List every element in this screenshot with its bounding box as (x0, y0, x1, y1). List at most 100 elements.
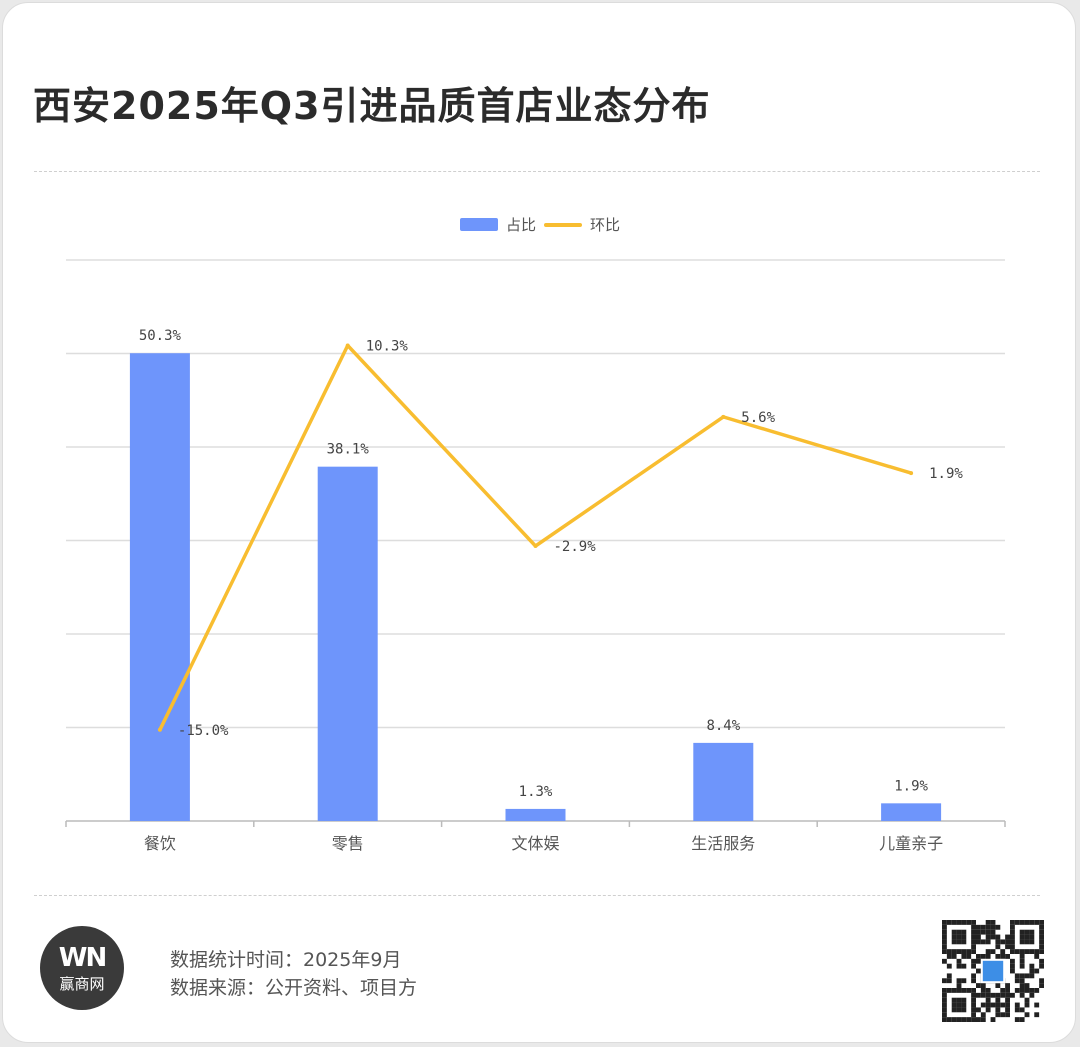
bar-零售 (317, 466, 378, 821)
qr-module (956, 963, 962, 969)
legend-item-line: 环比 (544, 214, 620, 235)
qr-module (971, 1017, 976, 1022)
bar-value-label: 1.9% (894, 778, 928, 794)
qr-module (980, 1017, 986, 1022)
qr-module (1014, 978, 1020, 984)
qr-module (1034, 968, 1040, 974)
qr-module (961, 929, 967, 935)
qr-module (1034, 1012, 1040, 1018)
qr-module (971, 949, 976, 954)
qr-module (1000, 954, 1006, 959)
qr-module (976, 934, 981, 940)
qr-module (1010, 958, 1015, 964)
qr-module (1029, 949, 1035, 954)
qr-module (985, 939, 991, 945)
bar-生活服务 (693, 742, 754, 821)
chart-legend: 占比 环比 (0, 214, 1080, 235)
qr-module (961, 954, 967, 959)
line-point (157, 727, 162, 732)
qr-module (956, 939, 962, 945)
qr-module (971, 988, 976, 993)
qr-module (951, 1002, 957, 1008)
qr-module (976, 1007, 981, 1013)
bar-儿童亲子 (881, 803, 942, 821)
qr-module (951, 949, 957, 954)
qr-module (961, 1017, 967, 1022)
qr-module (980, 992, 986, 998)
stat-time: 数据统计时间：2025年9月 (170, 949, 402, 971)
qr-module (985, 934, 991, 940)
line-point (721, 414, 726, 419)
qr-module (985, 1007, 991, 1013)
qr-module (1019, 949, 1025, 954)
qr-module (995, 944, 1001, 950)
qr-module (1005, 988, 1010, 993)
qr-module (1029, 992, 1035, 998)
qr-module (946, 963, 952, 969)
qr-module (985, 924, 991, 930)
data-source: 数据来源：公开资料、项目方 (170, 977, 418, 999)
qr-module (1039, 924, 1044, 930)
qr-module (966, 920, 972, 925)
qr-module (1014, 988, 1020, 993)
qr-module (951, 988, 957, 993)
qr-module (942, 1017, 947, 1022)
qr-module (1010, 992, 1015, 998)
category-label: 文体娱 (511, 834, 559, 853)
qr-module (1010, 968, 1015, 974)
qr-module (1005, 992, 1010, 998)
qr-module (942, 1002, 947, 1008)
bar-文体娱 (505, 808, 566, 821)
legend-item-bar: 占比 (459, 214, 536, 235)
qr-module (971, 1002, 976, 1008)
qr-module (956, 929, 962, 935)
qr-module (956, 983, 962, 988)
qr-module (942, 929, 947, 935)
qr-module (980, 924, 986, 930)
qr-module (1024, 934, 1030, 940)
qr-module (990, 949, 996, 954)
qr-module (976, 924, 981, 930)
qr-module (985, 988, 991, 993)
qr-module (1024, 949, 1030, 954)
qr-module (971, 929, 976, 935)
qr-module (980, 929, 986, 935)
qr-module (971, 992, 976, 998)
footer-notes: 数据统计时间：2025年9月 数据来源：公开资料、项目方 (170, 946, 417, 1002)
line-value-label: 5.6% (741, 410, 775, 426)
qr-module (985, 997, 991, 1003)
qr-module (1039, 963, 1044, 969)
logo-name: 赢商网 (59, 974, 105, 993)
bar-value-label: 1.3% (519, 784, 553, 800)
qr-module (1010, 944, 1015, 950)
qr-module (976, 939, 981, 945)
qr-module (1029, 968, 1035, 974)
qr-module (1005, 944, 1010, 950)
qr-module (1029, 934, 1035, 940)
qr-module (1029, 988, 1035, 993)
qr-module (1014, 920, 1020, 925)
qr-module (971, 1012, 976, 1018)
qr-code-icon (942, 920, 1044, 1022)
line-point (345, 343, 350, 348)
qr-module (1019, 929, 1025, 935)
qr-module (951, 997, 957, 1003)
qr-module (951, 954, 957, 959)
qr-module (1000, 1002, 1006, 1008)
qr-module (1034, 988, 1040, 993)
qr-module (942, 992, 947, 998)
category-label: 零售 (332, 834, 364, 853)
qr-module (971, 958, 976, 964)
qr-module (980, 983, 986, 988)
qr-module (961, 997, 967, 1003)
qr-module (1024, 997, 1030, 1003)
qr-module (1029, 929, 1035, 935)
qr-module (942, 997, 947, 1003)
qr-module (976, 983, 981, 988)
qr-module (1024, 973, 1030, 979)
legend-line-label: 环比 (590, 216, 621, 234)
qr-module (942, 920, 947, 925)
qr-module (1019, 920, 1025, 925)
qr-module (980, 939, 986, 945)
qr-module (961, 920, 967, 925)
